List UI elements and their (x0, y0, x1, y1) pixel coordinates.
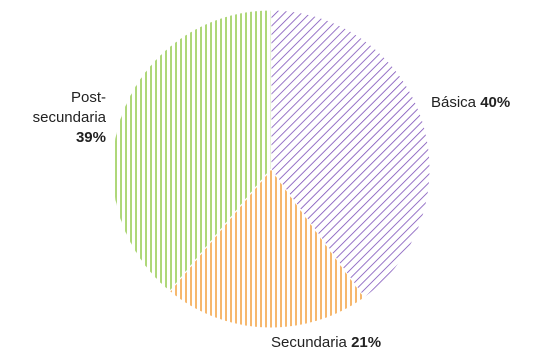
slice-name-post-secundaria-line1: Post- (70, 89, 106, 106)
pie-slice-secundaria (168, 168, 366, 329)
slice-label-secundaria: Secundaria 21% (271, 333, 381, 353)
slice-percent-post-secundaria: 39% (75, 129, 106, 146)
slice-name-secundaria: Secundaria (271, 334, 347, 351)
slice-percent-basica: 40% (480, 94, 511, 111)
slice-percent-secundaria: 21% (351, 334, 382, 351)
slice-name-post-secundaria-line2: secundaria (32, 109, 106, 126)
pie-slice-post-secundaria (111, 9, 272, 293)
slice-name-basica: Básica (431, 94, 477, 111)
pie-slice-basica (270, 9, 431, 299)
slice-label-post-secundaria: Post- secundaria 39% (33, 88, 106, 148)
pie-slices (111, 9, 431, 329)
slice-label-basica: Básica 40% (431, 93, 510, 113)
